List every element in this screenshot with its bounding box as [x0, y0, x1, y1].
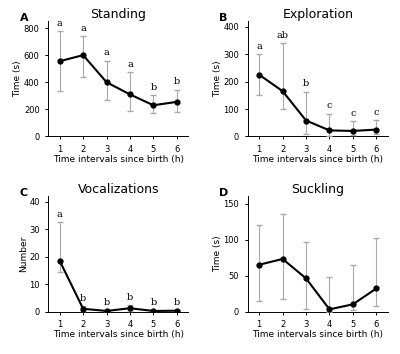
Text: b: b: [127, 293, 133, 302]
Text: a: a: [127, 59, 133, 69]
Text: c: c: [327, 102, 332, 110]
Text: D: D: [220, 188, 229, 198]
Title: Exploration: Exploration: [282, 8, 353, 21]
Text: b: b: [303, 79, 309, 88]
X-axis label: Time intervals since birth (h): Time intervals since birth (h): [53, 330, 184, 339]
Title: Suckling: Suckling: [291, 183, 344, 196]
X-axis label: Time intervals since birth (h): Time intervals since birth (h): [53, 155, 184, 164]
X-axis label: Time intervals since birth (h): Time intervals since birth (h): [252, 330, 383, 339]
Title: Standing: Standing: [90, 8, 146, 21]
Y-axis label: Time (s): Time (s): [14, 61, 22, 97]
Text: b: b: [150, 298, 156, 307]
Text: a: a: [256, 42, 262, 51]
Text: c: c: [374, 108, 379, 116]
Text: b: b: [174, 298, 180, 307]
Text: b: b: [174, 77, 180, 86]
Text: A: A: [20, 13, 28, 23]
Title: Vocalizations: Vocalizations: [78, 183, 159, 196]
Text: a: a: [104, 48, 110, 57]
Text: c: c: [350, 109, 356, 118]
Text: B: B: [220, 13, 228, 23]
Text: b: b: [150, 82, 156, 92]
Text: a: a: [57, 19, 62, 28]
Y-axis label: Time (s): Time (s): [213, 61, 222, 97]
Text: a: a: [57, 210, 62, 219]
Y-axis label: Time (s): Time (s): [213, 236, 222, 272]
Text: a: a: [80, 24, 86, 33]
Text: b: b: [104, 298, 110, 307]
Y-axis label: Number: Number: [19, 236, 28, 272]
Text: ab: ab: [277, 31, 289, 40]
Text: C: C: [20, 188, 28, 198]
Text: b: b: [80, 294, 86, 303]
X-axis label: Time intervals since birth (h): Time intervals since birth (h): [252, 155, 383, 164]
